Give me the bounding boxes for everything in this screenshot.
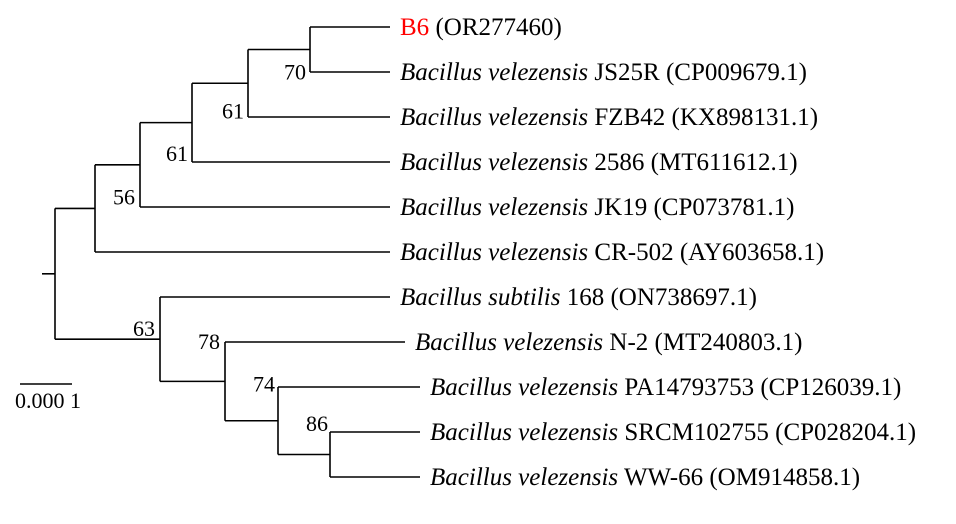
bootstrap-label: 78 xyxy=(198,329,220,354)
taxon-label: Bacillus velezensis PA14793753 (CP126039… xyxy=(430,374,901,401)
bootstrap-label: 63 xyxy=(133,316,155,341)
bootstrap-label: 86 xyxy=(306,411,328,436)
taxon-label: Bacillus velezensis CR-502 (AY603658.1) xyxy=(400,239,824,266)
taxon-label: Bacillus velezensis N-2 (MT240803.1) xyxy=(415,329,802,356)
bootstrap-label: 70 xyxy=(284,59,306,84)
taxon-label: Bacillus velezensis 2586 (MT611612.1) xyxy=(400,149,798,176)
taxon-label: Bacillus velezensis WW-66 (OM914858.1) xyxy=(430,464,860,491)
taxon-label: Bacillus velezensis JK19 (CP073781.1) xyxy=(400,194,794,221)
bootstrap-label: 61 xyxy=(222,99,244,124)
bootstrap-label: 74 xyxy=(253,371,275,396)
taxon-label: Bacillus velezensis SRCM102755 (CP028204… xyxy=(430,419,916,446)
bootstrap-label: 61 xyxy=(166,141,188,166)
taxon-label: Bacillus velezensis FZB42 (KX898131.1) xyxy=(400,104,818,131)
taxon-label: B6 (OR277460) xyxy=(400,14,562,41)
bootstrap-label: 56 xyxy=(113,184,135,209)
taxon-label: Bacillus velezensis JS25R (CP009679.1) xyxy=(400,59,807,86)
phylogenetic-tree: 70 61 61 56 86 74 78 63 B6 (OR277460) Bacillus ve… xyxy=(0,0,956,524)
taxon-label: Bacillus subtilis 168 (ON738697.1) xyxy=(400,284,757,311)
scale-bar-label: 0.000 1 xyxy=(15,388,81,413)
